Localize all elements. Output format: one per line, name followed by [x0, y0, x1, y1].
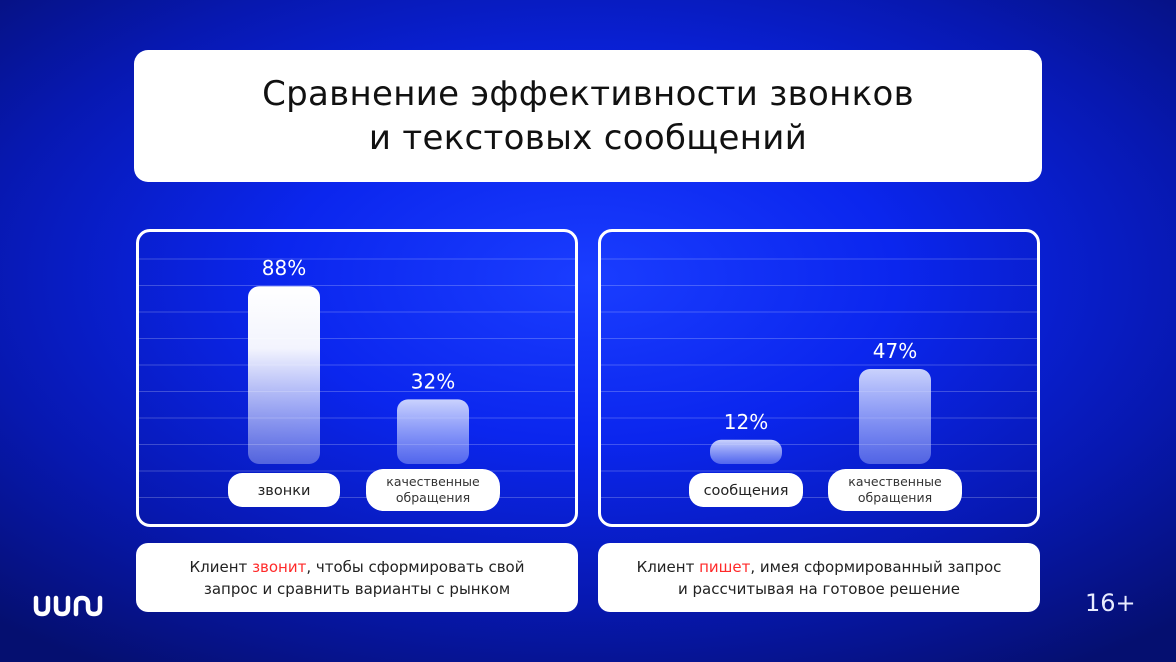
category-pill — [366, 469, 500, 511]
bar-value-label: 88% — [262, 256, 306, 280]
category-label: сообщения — [704, 483, 789, 499]
bar — [859, 369, 931, 464]
caption-calls-line-1: Клиент звонит, чтобы сформировать свой — [190, 556, 525, 578]
caption-calls-line-2: запрос и сравнить варианты с рынком — [203, 579, 511, 598]
bar — [248, 286, 320, 464]
bar — [710, 439, 782, 464]
caption-messages-line-2: и рассчитывая на готовое решение — [678, 579, 960, 598]
bar — [397, 399, 469, 464]
title-line-1: Сравнение эффективности звонков — [262, 74, 914, 114]
bar-value-label: 12% — [724, 410, 768, 434]
category-label: качественные — [386, 474, 480, 489]
category-label: качественные — [848, 474, 942, 489]
age-rating-badge: 16+ — [1085, 589, 1136, 617]
category-pill — [228, 473, 340, 507]
caption-highlight: пишет — [699, 557, 751, 576]
category-label: обращения — [858, 490, 932, 505]
title-card: Сравнение эффективности звонков и тексто… — [134, 50, 1042, 182]
bar-value-label: 32% — [411, 369, 455, 393]
caption-text: , имея сформированный запрос — [750, 557, 1002, 576]
chart-panel-messages: 12% сообщения 47% качественные обращения — [598, 229, 1040, 527]
caption-messages-line-1: Клиент пишет, имея сформированный запрос — [637, 556, 1002, 578]
caption-text: Клиент — [189, 557, 253, 576]
caption-highlight: звонит — [252, 557, 307, 576]
category-label: звонки — [258, 483, 311, 499]
category-label: обращения — [396, 490, 470, 505]
category-pill — [828, 469, 962, 511]
chart-panel-calls: 88% звонки 32% качественные обращения — [136, 229, 578, 527]
caption-messages: Клиент пишет, имея сформированный запрос… — [598, 543, 1040, 612]
caption-calls: Клиент звонит, чтобы сформировать свой з… — [136, 543, 578, 612]
caption-text: , чтобы сформировать свой — [306, 557, 525, 576]
uis-logo-icon — [32, 590, 104, 625]
caption-text: Клиент — [636, 557, 700, 576]
bar-value-label: 47% — [873, 339, 917, 363]
category-pill — [689, 473, 803, 507]
title-line-2: и текстовых сообщений — [368, 118, 808, 158]
